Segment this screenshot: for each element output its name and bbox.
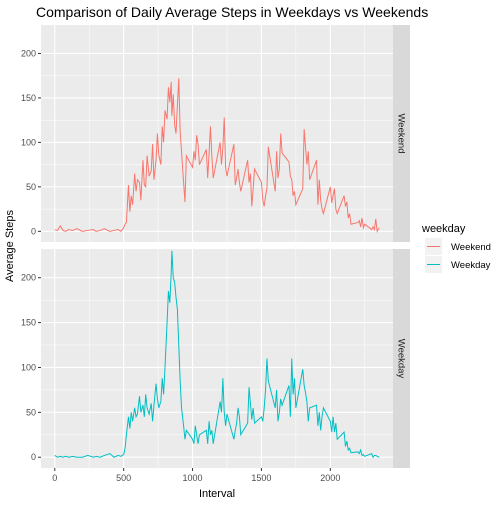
legend-label-weekend: Weekend: [451, 242, 491, 253]
y-tick-label: 50: [26, 182, 36, 192]
strip-top: [393, 25, 410, 242]
legend-label-weekday: Weekday: [451, 260, 491, 271]
strip-label-weekend: Weekend: [396, 114, 407, 154]
panel-top-grid: [41, 25, 393, 242]
series-line-weekend: [54, 78, 380, 233]
chart-title: Comparison of Daily Average Steps in Wee…: [36, 4, 428, 20]
y-tick-label: 0: [31, 452, 36, 462]
strip-label-weekday: Weekday: [396, 339, 407, 379]
legend: weekday Weekend Weekday: [421, 223, 491, 273]
y-tick-label: 150: [21, 318, 36, 328]
y-tick-label: 200: [21, 48, 36, 58]
y-tick-label: 100: [21, 137, 36, 147]
y-tick-label: 100: [21, 362, 36, 372]
panel-bottom-background: [41, 249, 393, 468]
y-tick-label: 200: [21, 273, 36, 283]
x-axis-title: Interval: [199, 488, 235, 500]
x-axis: 0 500 1000 1500 2000: [52, 468, 340, 483]
x-tick-label: 2000: [320, 473, 340, 483]
y-axis-title: Average Steps: [4, 210, 16, 282]
x-tick-label: 500: [116, 473, 131, 483]
y-axis: 0 50 100 150 200 0 50 100 150 200: [21, 48, 41, 462]
series-line-weekday: [54, 250, 380, 459]
y-tick-label: 150: [21, 93, 36, 103]
strip-bottom: [393, 249, 410, 468]
x-tick-label: 1000: [183, 473, 203, 483]
x-tick-label: 0: [52, 473, 57, 483]
y-tick-label: 50: [26, 407, 36, 417]
legend-title: weekday: [421, 223, 466, 235]
x-tick-label: 1500: [251, 473, 271, 483]
panel-top-background: [41, 25, 393, 242]
y-tick-label: 0: [31, 226, 36, 236]
